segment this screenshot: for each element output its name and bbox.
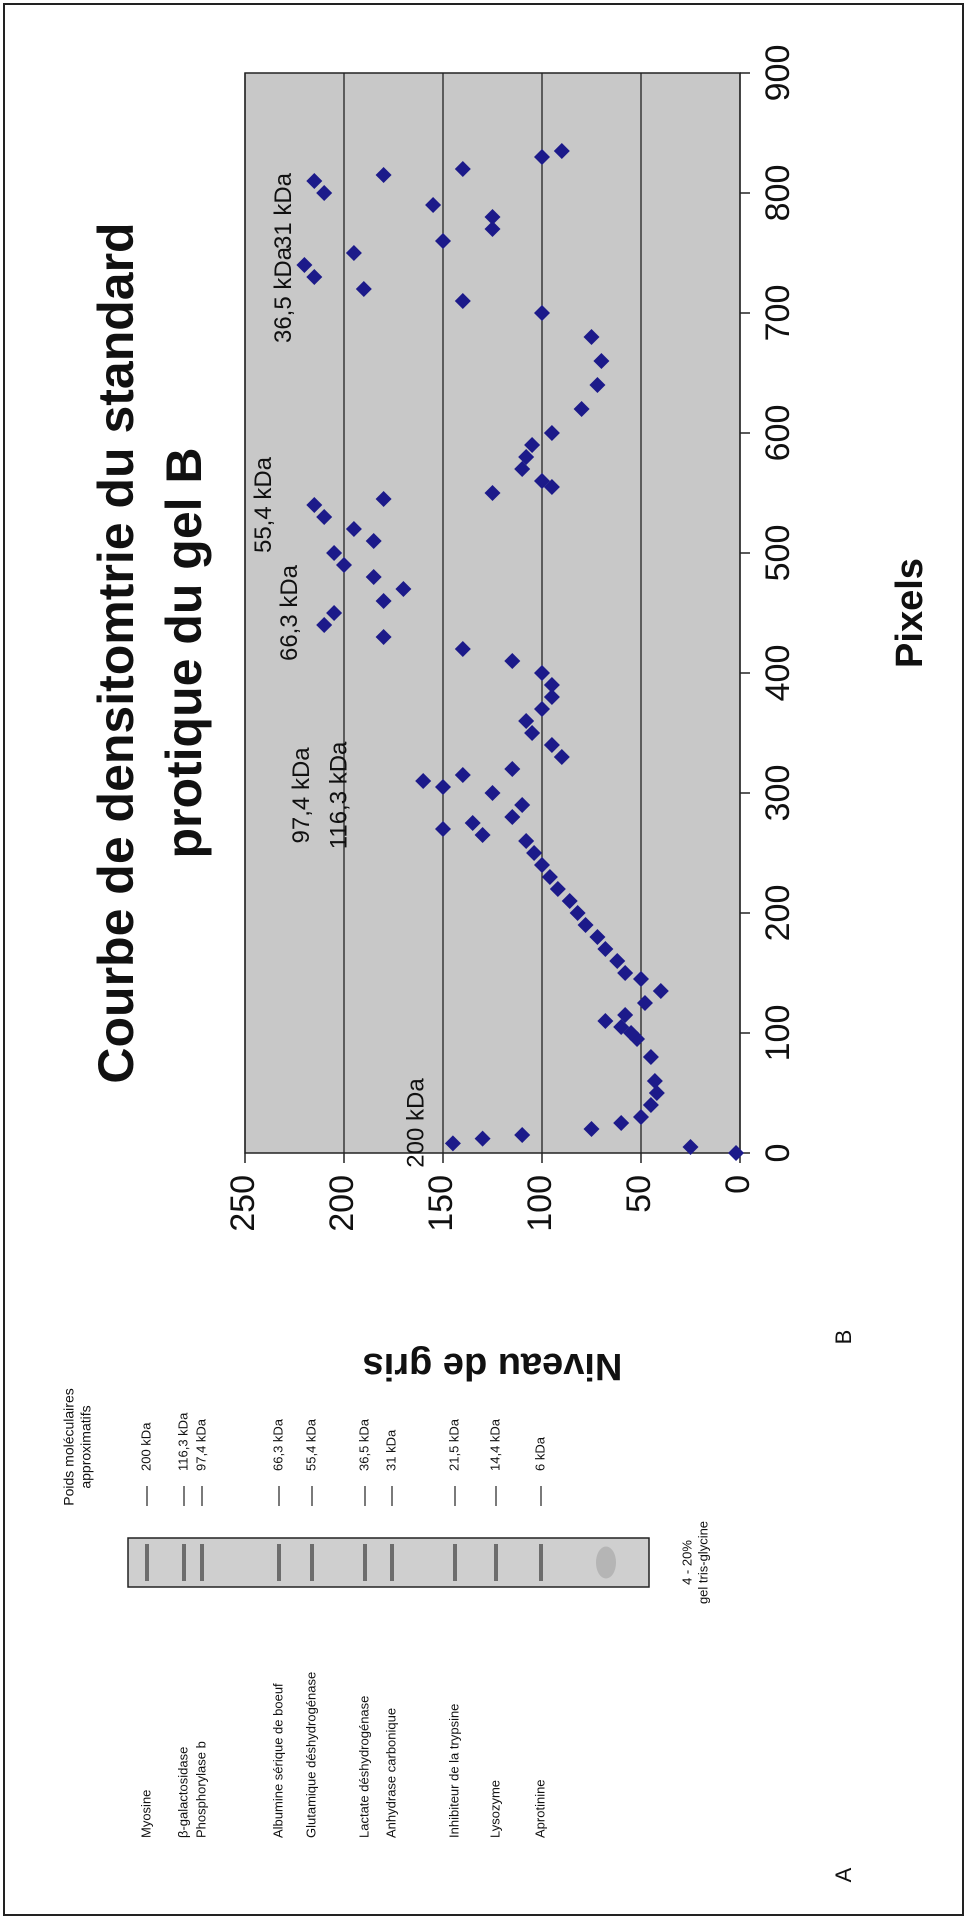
y-tick-label: 150 [422,1175,460,1232]
protein-name: Aprotinine [532,1779,547,1838]
protein-name: Myosine [138,1790,153,1838]
y-tick-label: 50 [620,1175,658,1213]
x-axis-label: Pixels [889,558,931,668]
protein-weight: 55,4 kDa [303,1418,318,1471]
x-tick-label: 300 [759,765,797,822]
x-tick-label: 400 [759,645,797,702]
protein-weight: 66,3 kDa [270,1418,285,1471]
x-tick-label: 600 [759,405,797,462]
protein-name: Lactate déshydrogénase [356,1696,371,1838]
peak-label: 116,3 kDa [325,741,352,849]
protein-name: β-galactosidase [175,1747,190,1838]
protein-weight: 97,4 kDa [193,1418,208,1471]
figure: 0 50 100 150 200 250 0 100 200 300 400 500 600 700 800… [0,0,967,1919]
panel-label: A [831,1867,856,1882]
gel-smear [596,1547,616,1579]
gel-header: Poids moléculaires [61,1388,77,1506]
protein-weight: 14,4 kDa [487,1418,502,1471]
x-tick-label: 800 [759,165,797,222]
protein-name: Lysozyme [487,1780,502,1838]
y-tick-label: 0 [719,1175,757,1194]
gel-label: gel tris-glycine [695,1521,710,1604]
x-tick-label: 200 [759,885,797,942]
protein-name: Albumine sérique de boeuf [270,1683,285,1838]
gel-header: approximatifs [78,1405,94,1488]
figure-canvas: 0 50 100 150 200 250 0 100 200 300 400 500 600 700 800… [0,0,967,1919]
x-tick-label: 700 [759,285,797,342]
page: {"chart_data": {"type": "scatter", "titl… [0,0,967,1919]
peak-label: 55,4 kDa [250,456,277,553]
peak-label: 36,5 kDa [270,246,297,343]
protein-name: Glutamique déshydrogénase [303,1672,318,1838]
gel [128,1538,649,1587]
y-axis-label: Niveau de gris [363,1345,623,1387]
peak-label: 31 kDa [270,172,297,249]
protein-weight: 21,5 kDa [446,1418,461,1471]
protein-weight: 200 kDa [138,1422,153,1471]
y-tick-label: 250 [224,1175,262,1232]
panel-label: B [831,1330,856,1345]
x-tick-label: 100 [759,1005,797,1062]
peak-label: 66,3 kDa [276,564,303,661]
protein-weight: 31 kDa [383,1429,398,1471]
x-tick-label: 0 [759,1144,797,1163]
y-tick-label: 200 [323,1175,361,1232]
protein-weight: 116,3 kDa [175,1412,190,1471]
peak-label: 97,4 kDa [288,747,315,844]
protein-name: Inhibiteur de la trypsine [446,1704,461,1838]
protein-weight: 36,5 kDa [356,1418,371,1471]
chart-title: protique du gel B [156,447,212,858]
peak-label: 200 kDa [403,1078,430,1168]
protein-name: Anhydrase carbonique [383,1708,398,1838]
protein-name: Phosphorylase b [193,1741,208,1838]
y-tick-label: 100 [521,1175,559,1232]
x-tick-label: 500 [759,525,797,582]
chart-title: Courbe de densitomtrie du standard [88,222,144,1083]
protein-weight: 6 kDa [532,1436,547,1471]
gel-label: 4 - 20% [679,1540,694,1585]
x-tick-label: 900 [759,45,797,102]
